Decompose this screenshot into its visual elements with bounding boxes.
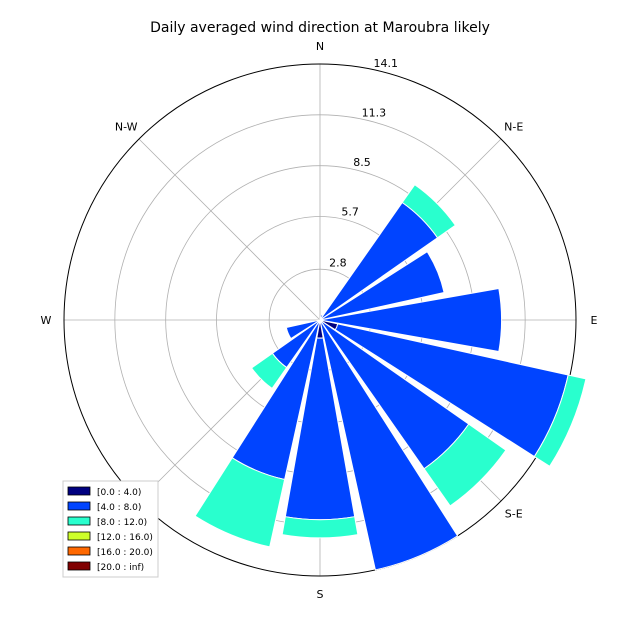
direction-label-s-e: S-E	[505, 508, 523, 521]
bar-sector-2-bin-2	[401, 183, 457, 239]
bar-sector-3-bin-1	[319, 251, 445, 321]
legend-swatch-2	[67, 516, 91, 526]
legend-label-1: [4.0 : 8.0)	[97, 503, 141, 513]
radial-tick-label-2: 8.5	[353, 156, 371, 169]
legend-label-4: [16.0 : 20.0)	[97, 548, 153, 558]
direction-label-n-w: N-W	[115, 120, 138, 133]
legend-label-0: [0.0 : 4.0)	[97, 488, 141, 498]
windrose-bars	[194, 183, 587, 571]
radial-tick-label-4: 14.1	[374, 57, 399, 70]
legend-swatch-3	[67, 531, 91, 541]
legend-swatch-1	[67, 501, 91, 511]
direction-label-n: N	[316, 40, 324, 53]
bar-sector-9-bin-2	[194, 457, 286, 548]
outer-circle	[63, 63, 577, 577]
bar-sector-8-bin-2	[281, 516, 359, 539]
legend-label-5: [20.0 : inf)	[97, 563, 144, 573]
direction-label-w: W	[41, 314, 52, 327]
radial-tick-label-0: 2.8	[329, 257, 347, 270]
direction-label-e: E	[591, 314, 598, 327]
radial-tick-label-1: 5.7	[341, 205, 359, 218]
direction-label-s: S	[317, 588, 324, 601]
bar-sector-4-bin-1	[319, 287, 503, 353]
bar-sector-5-bin-2	[533, 374, 587, 468]
legend-label-3: [12.0 : 16.0)	[97, 533, 153, 543]
legend-swatch-0	[67, 486, 91, 496]
bar-sector-10-bin-2	[250, 352, 288, 390]
radial-tick-label-3: 11.3	[362, 107, 387, 120]
bar-sector-6-bin-2	[423, 423, 507, 507]
bar-sector-11-bin-1	[285, 319, 321, 340]
legend: [0.0 : 4.0) [4.0 : 8.0) [8.0 : 12.0) [12.0 …	[62, 480, 159, 578]
grid-spoke-7	[138, 138, 321, 321]
chart-title: Daily averaged wind direction at Maroubr…	[150, 20, 490, 36]
bar-sector-7-bin-1	[319, 319, 459, 571]
direction-label-n-e: N-E	[504, 120, 523, 133]
legend-box	[62, 480, 159, 578]
legend-label-2: [8.0 : 12.0)	[97, 518, 147, 528]
legend-swatch-5	[67, 561, 91, 571]
legend-swatch-4	[67, 546, 91, 556]
